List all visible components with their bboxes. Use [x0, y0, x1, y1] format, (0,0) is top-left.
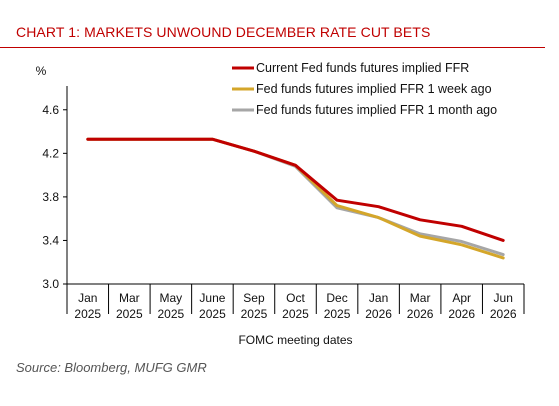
x-tick-label: Dec: [326, 291, 347, 305]
legend-label: Fed funds futures implied FFR 1 week ago: [256, 82, 492, 96]
x-tick-label: June: [199, 291, 225, 305]
series-line-2: [86, 137, 505, 260]
y-tick-label: 3.8: [42, 190, 59, 204]
x-tick-label: Oct: [286, 291, 305, 305]
x-tick-label: Jan: [78, 291, 97, 305]
x-tick-label: Sep: [243, 291, 265, 305]
x-tick-label-year: 2025: [116, 307, 143, 321]
title-divider: [0, 47, 545, 48]
x-tick-label-year: 2026: [490, 307, 517, 321]
y-tick-label: 4.6: [42, 103, 59, 117]
x-tick-label: Mar: [119, 291, 140, 305]
x-tick-label: May: [160, 291, 183, 305]
y-axis-label: %: [36, 64, 47, 78]
x-tick-label-year: 2025: [74, 307, 101, 321]
x-tick-label-year: 2025: [158, 307, 185, 321]
x-tick-label-year: 2025: [241, 307, 268, 321]
y-tick-label: 4.2: [42, 146, 59, 160]
y-tick-label: 3.4: [42, 233, 59, 247]
x-tick-label-year: 2025: [282, 307, 309, 321]
x-tick-label: Jun: [494, 291, 513, 305]
chart-title: CHART 1: MARKETS UNWOUND DECEMBER RATE C…: [16, 24, 431, 40]
legend-label: Fed funds futures implied FFR 1 month ag…: [256, 103, 497, 117]
series-line-1: [86, 137, 505, 257]
x-tick-label-year: 2026: [365, 307, 392, 321]
x-axis-label: FOMC meeting dates: [238, 333, 352, 347]
x-tick-label-year: 2026: [407, 307, 434, 321]
x-tick-label: Apr: [452, 291, 471, 305]
x-tick-label: Mar: [410, 291, 431, 305]
x-tick-label-year: 2026: [448, 307, 475, 321]
source-note: Source: Bloomberg, MUFG GMR: [16, 360, 207, 375]
series-line-3: [86, 137, 505, 242]
y-tick-label: 3.0: [42, 277, 59, 291]
legend-label: Current Fed funds futures implied FFR: [256, 61, 469, 75]
x-tick-label: Jan: [369, 291, 388, 305]
x-tick-label-year: 2025: [199, 307, 226, 321]
x-tick-label-year: 2025: [324, 307, 351, 321]
